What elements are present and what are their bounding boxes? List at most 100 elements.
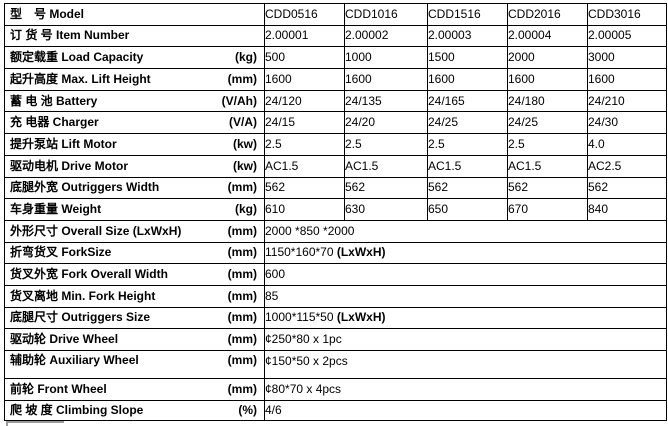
cell-value: 2.00003 xyxy=(427,24,508,48)
cell-value: 1600 xyxy=(344,68,428,91)
table-row-item-number: 订 货 号 Item Number 2.00001 2.00002 2.0000… xyxy=(4,24,667,48)
cell-value: AC1.5 xyxy=(507,154,588,178)
row-label-cell: 充 电器 Charger (V/A) xyxy=(4,111,265,135)
row-unit: (mm) xyxy=(227,353,257,368)
cell-value: 24/25 xyxy=(507,111,588,135)
cell-value-merged: 1000*115*50 (LxWxH) xyxy=(264,306,667,330)
row-label: 底腿外宽 Outriggers Width xyxy=(10,180,160,195)
cell-value-merged: 2000 *850 *2000 xyxy=(264,219,667,243)
row-unit: (mm) xyxy=(227,267,257,281)
row-label: 蓄 电 池 Battery xyxy=(10,93,98,108)
table-row-drive-wheel: 驱动轮 Drive Wheel (mm) ¢250*80 x 1pc xyxy=(4,328,667,352)
cell-value: 24/30 xyxy=(587,111,667,135)
row-label-cell: 起升高度 Max. Lift Height (mm) xyxy=(4,68,265,91)
row-label-cell: 提升泵站 Lift Motor (kw) xyxy=(4,133,265,156)
row-label-cell: 型 号 Model xyxy=(4,3,265,26)
cell-value: 500 xyxy=(264,46,345,70)
cell-value: 1000 xyxy=(344,46,428,70)
row-label: 驱动电机 Drive Motor xyxy=(10,158,129,173)
merged-value: 1150*160*70 xyxy=(265,245,337,260)
row-label-cell: 折弯货叉 ForkSize (mm) xyxy=(4,241,265,265)
row-unit: (mm) xyxy=(227,288,257,303)
cell-value: 2000 xyxy=(507,46,588,70)
table-row-weight: 车身重量 Weight (kg) 610 630 650 670 840 xyxy=(4,198,667,221)
cell-value: 24/165 xyxy=(427,89,508,113)
cell-value: 2.00005 xyxy=(587,24,667,48)
row-label-cell: 外形尺寸 Overall Size (LxWxH) (mm) xyxy=(4,219,265,243)
cell-value: 562 xyxy=(427,176,508,200)
row-unit: (mm) xyxy=(227,310,257,325)
row-label-cell: 底腿外宽 Outriggers Width (mm) xyxy=(4,176,265,200)
table-row-charger: 充 电器 Charger (V/A) 24/15 24/20 24/25 24/2… xyxy=(4,111,667,135)
cell-value: AC1.5 xyxy=(344,154,428,178)
table-row-overall-size: 外形尺寸 Overall Size (LxWxH) (mm) 2000 *850 … xyxy=(4,219,667,243)
table-row-front-wheel: 前轮 Front Wheel (mm) ¢80*70 x 4pcs xyxy=(4,378,667,401)
row-label: 型 号 Model xyxy=(10,6,84,21)
cell-value: 24/15 xyxy=(264,111,345,135)
row-unit: (kw) xyxy=(233,136,257,151)
cell-value: 24/135 xyxy=(344,89,428,113)
merged-value-suffix: (LxWxH) xyxy=(336,245,386,260)
row-unit: (mm) xyxy=(227,223,257,238)
row-unit: (mm) xyxy=(227,332,257,347)
specification-table: 型 号 Model CDD0516 CDD1016 CDD1516 CDD201… xyxy=(4,3,667,421)
row-label: 车身重量 Weight xyxy=(10,201,102,216)
row-label-cell: 货叉离地 Min. Fork Height (mm) xyxy=(4,284,265,308)
row-label: 外形尺寸 Overall Size (LxWxH) xyxy=(10,223,182,238)
cell-value: 24/20 xyxy=(344,111,428,135)
cell-value: 1600 xyxy=(507,68,588,91)
cell-value: 2.5 xyxy=(507,133,588,156)
row-label-cell: 蓄 电 池 Battery (V/Ah) xyxy=(4,89,265,113)
row-label-cell: 辅助轮 Auxiliary Wheel (mm) xyxy=(4,350,265,380)
cell-value-merged: 85 xyxy=(264,284,667,308)
cell-value: 4.0 xyxy=(587,133,667,156)
table-row-fork-overall-width: 货叉外宽 Fork Overall Width (mm) 600 xyxy=(4,263,667,286)
table-row-drive-motor: 驱动电机 Drive Motor (kw) AC1.5 AC1.5 AC1.5 A… xyxy=(4,154,667,178)
row-label-cell: 底腿尺寸 Outriggers Size (mm) xyxy=(4,306,265,330)
cell-value: CDD1016 xyxy=(344,3,428,26)
table-row-min-fork-height: 货叉离地 Min. Fork Height (mm) 85 xyxy=(4,284,667,308)
row-label-cell: 前轮 Front Wheel (mm) xyxy=(4,378,265,401)
merged-value: ¢150*50 x 2pcs xyxy=(265,354,348,369)
cell-value: 562 xyxy=(344,176,428,200)
row-label: 爬 坡 度 Climbing Slope xyxy=(10,402,144,417)
row-label-cell: 订 货 号 Item Number xyxy=(4,24,265,48)
row-unit: (mm) xyxy=(227,180,257,195)
merged-value-suffix: (LxWxH) xyxy=(336,310,386,325)
cell-value: CDD1516 xyxy=(427,3,508,26)
table-row-fork-size: 折弯货叉 ForkSize (mm) 1150*160*70 (LxWxH) xyxy=(4,241,667,265)
row-label: 货叉外宽 Fork Overall Width xyxy=(10,267,168,281)
row-unit: (mm) xyxy=(227,382,257,397)
row-label-cell: 车身重量 Weight (kg) xyxy=(4,198,265,221)
row-label-cell: 驱动轮 Drive Wheel (mm) xyxy=(4,328,265,352)
cell-value: 1600 xyxy=(427,68,508,91)
table-row-outriggers-width: 底腿外宽 Outriggers Width (mm) 562 562 562 56… xyxy=(4,176,667,200)
cell-value-merged: ¢80*70 x 4pcs xyxy=(264,378,667,401)
cell-value: 2.00001 xyxy=(264,24,345,48)
cell-value-merged: 4/6 xyxy=(264,400,667,421)
table-row-model: 型 号 Model CDD0516 CDD1016 CDD1516 CDD201… xyxy=(4,3,667,26)
row-unit: (kw) xyxy=(233,158,257,173)
row-label-cell: 驱动电机 Drive Motor (kw) xyxy=(4,154,265,178)
cell-value: 1500 xyxy=(427,46,508,70)
row-unit: (V/A) xyxy=(229,115,257,130)
cell-value: 24/25 xyxy=(427,111,508,135)
cell-value: AC1.5 xyxy=(427,154,508,178)
row-label: 底腿尺寸 Outriggers Size xyxy=(10,310,151,325)
row-label: 起升高度 Max. Lift Height xyxy=(10,71,151,86)
cell-value: 562 xyxy=(264,176,345,200)
cell-value: 2.00002 xyxy=(344,24,428,48)
row-unit: (V/Ah) xyxy=(221,93,257,108)
table-row-lift-height: 起升高度 Max. Lift Height (mm) 1600 1600 1600… xyxy=(4,68,667,91)
cell-value: 1600 xyxy=(587,68,667,91)
cell-value: 1600 xyxy=(264,68,345,91)
merged-value: 85 xyxy=(265,288,279,303)
cell-value: 562 xyxy=(587,176,667,200)
cell-value: CDD2016 xyxy=(507,3,588,26)
row-unit: (mm) xyxy=(227,71,257,86)
cell-value: AC1.5 xyxy=(264,154,345,178)
cell-value: CDD3016 xyxy=(587,3,667,26)
cell-value: 650 xyxy=(427,198,508,221)
cell-value: 840 xyxy=(587,198,667,221)
